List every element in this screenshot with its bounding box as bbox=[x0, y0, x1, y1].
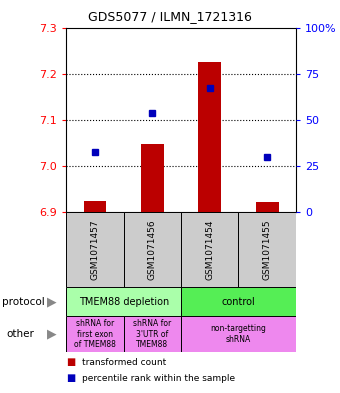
Bar bbox=[181, 212, 238, 287]
Text: shRNA for
3'UTR of
TMEM88: shRNA for 3'UTR of TMEM88 bbox=[133, 319, 171, 349]
Bar bbox=[84, 201, 106, 212]
Bar bbox=[141, 144, 164, 212]
Text: non-targetting
shRNA: non-targetting shRNA bbox=[210, 324, 266, 344]
Text: other: other bbox=[7, 329, 35, 339]
Text: GSM1071457: GSM1071457 bbox=[90, 219, 100, 280]
Bar bbox=[124, 212, 181, 287]
Text: GSM1071454: GSM1071454 bbox=[205, 219, 214, 280]
Bar bbox=[66, 316, 124, 352]
Bar bbox=[181, 287, 296, 316]
Bar bbox=[238, 212, 296, 287]
Text: TMEM88 depletion: TMEM88 depletion bbox=[79, 297, 169, 307]
Text: ■: ■ bbox=[66, 373, 75, 383]
Bar bbox=[66, 212, 124, 287]
Text: protocol: protocol bbox=[2, 297, 45, 307]
Text: GSM1071456: GSM1071456 bbox=[148, 219, 157, 280]
Bar bbox=[124, 316, 181, 352]
Text: ■: ■ bbox=[66, 357, 75, 367]
Text: GSM1071455: GSM1071455 bbox=[262, 219, 272, 280]
Text: transformed count: transformed count bbox=[82, 358, 166, 367]
Bar bbox=[198, 62, 221, 212]
Bar bbox=[66, 287, 181, 316]
Text: ▶: ▶ bbox=[47, 295, 56, 308]
Text: shRNA for
first exon
of TMEM88: shRNA for first exon of TMEM88 bbox=[74, 319, 116, 349]
Bar bbox=[256, 202, 278, 212]
Text: percentile rank within the sample: percentile rank within the sample bbox=[82, 374, 235, 383]
Text: GDS5077 / ILMN_1721316: GDS5077 / ILMN_1721316 bbox=[88, 10, 252, 23]
Bar bbox=[181, 316, 296, 352]
Text: control: control bbox=[222, 297, 255, 307]
Text: ▶: ▶ bbox=[47, 327, 56, 341]
